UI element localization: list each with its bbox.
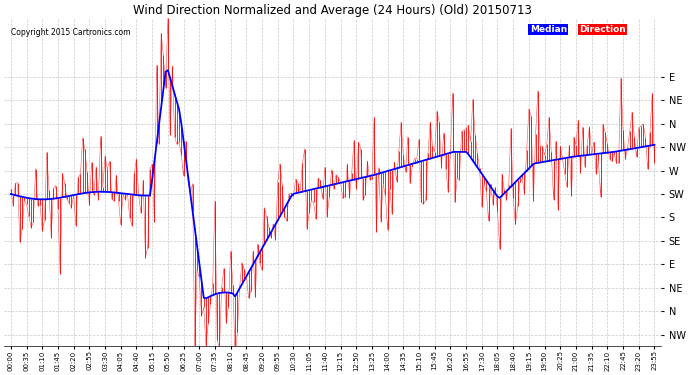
Text: Median: Median: [530, 25, 567, 34]
Text: Copyright 2015 Cartronics.com: Copyright 2015 Cartronics.com: [11, 28, 130, 37]
Text: Direction: Direction: [579, 25, 626, 34]
Title: Wind Direction Normalized and Average (24 Hours) (Old) 20150713: Wind Direction Normalized and Average (2…: [133, 4, 532, 17]
